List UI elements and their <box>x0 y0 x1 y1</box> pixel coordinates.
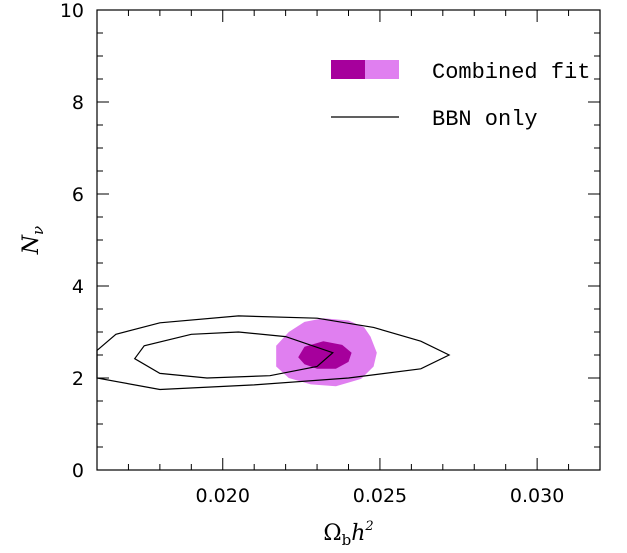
y-tick-label: 8 <box>72 92 84 114</box>
legend-swatch-outer <box>365 60 399 79</box>
x-tick-label: 0.020 <box>196 485 250 507</box>
contour-layer <box>96 315 451 391</box>
y-tick-label: 2 <box>72 368 84 390</box>
axes <box>96 9 601 471</box>
legend: Combined fit BBN only <box>331 60 590 132</box>
y-tick-label: 10 <box>60 0 84 22</box>
bbn-only-outer-contour <box>96 315 451 391</box>
x-tick-label: 0.030 <box>510 485 564 507</box>
legend-label: Combined fit <box>432 60 590 85</box>
y-axis-label: Nν <box>19 226 47 255</box>
combined-fit-inner-region <box>298 341 352 369</box>
y-tick-label: 4 <box>72 276 84 298</box>
y-tick-label: 0 <box>72 460 84 482</box>
x-axis-label: Ωbh2 <box>323 519 373 549</box>
tick-labels: 0.020 0.025 0.030 0 2 4 6 8 10 <box>60 0 565 507</box>
legend-swatch-inner <box>331 60 365 79</box>
y-tick-label: 6 <box>72 184 84 206</box>
legend-label: BBN only <box>432 107 538 132</box>
x-tick-label: 0.025 <box>353 485 407 507</box>
bbn-only-inner-contour <box>133 331 334 379</box>
